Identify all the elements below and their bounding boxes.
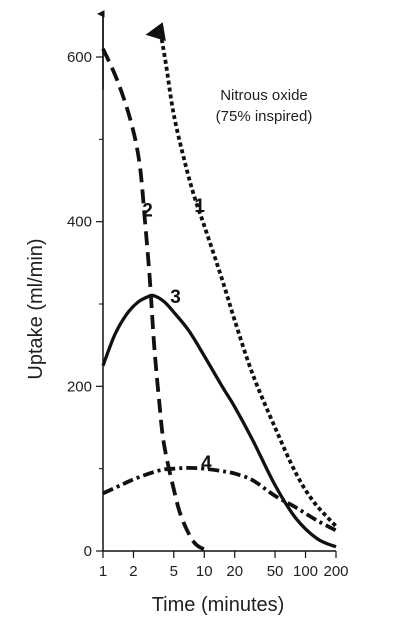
x-tick-label: 2 (129, 563, 137, 580)
y-tick-label: 0 (84, 543, 92, 560)
y-tick-label: 200 (67, 378, 92, 395)
annotation-line-2: (75% inspired) (216, 108, 313, 125)
curve-4-label: 4 (201, 453, 212, 474)
axis-ticks: 0 200 400 600 1 2 5 10 20 50 100 200 (67, 49, 349, 580)
x-tick-label: 200 (323, 563, 348, 580)
y-tick-label: 600 (67, 49, 92, 66)
x-tick-label: 100 (293, 563, 318, 580)
x-tick-label: 10 (196, 563, 213, 580)
curve-3-label: 3 (170, 287, 181, 308)
curve-1-line (145, 22, 338, 528)
annotation-line-1: Nitrous oxide (220, 87, 308, 104)
x-tick-label: 50 (267, 563, 284, 580)
curves (101, 22, 338, 553)
x-tick-label: 5 (170, 563, 178, 580)
curve-3-line (101, 293, 337, 549)
curve-4-line (102, 465, 337, 533)
x-axis-title: Time (minutes) (152, 594, 285, 616)
x-tick-label: 20 (226, 563, 243, 580)
curve-1-label: 1 (194, 196, 205, 217)
curve-labels: 1 2 3 4 (142, 196, 212, 474)
x-tick-label: 1 (99, 563, 107, 580)
curve-2-line (101, 47, 210, 553)
curve-2-label: 2 (142, 200, 153, 221)
y-tick-label: 400 (67, 214, 92, 231)
y-axis-title: Uptake (ml/min) (25, 238, 47, 379)
